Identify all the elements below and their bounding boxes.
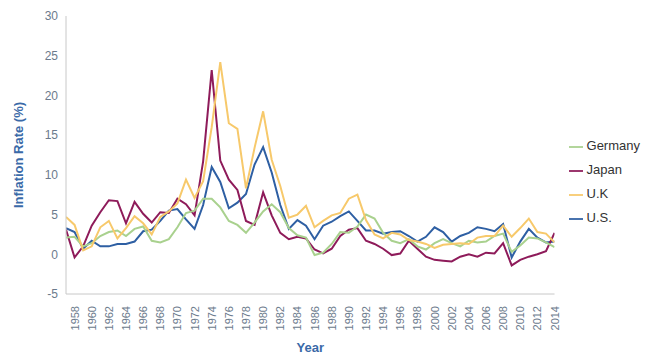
svg-text:1980: 1980	[257, 306, 269, 330]
svg-text:5: 5	[51, 208, 58, 222]
svg-text:1976: 1976	[223, 306, 235, 330]
svg-text:25: 25	[45, 49, 59, 63]
svg-text:1958: 1958	[69, 306, 81, 330]
svg-text:1960: 1960	[86, 306, 98, 330]
svg-text:15: 15	[45, 128, 59, 142]
svg-text:2002: 2002	[446, 306, 458, 330]
svg-text:1968: 1968	[154, 306, 166, 330]
html-text:U.S.: U.S.	[586, 210, 612, 225]
svg-text:-5: -5	[47, 287, 58, 301]
svg-text:1974: 1974	[206, 306, 218, 330]
svg-text:1972: 1972	[189, 306, 201, 330]
svg-text:1996: 1996	[394, 306, 406, 330]
svg-text:0: 0	[51, 248, 58, 262]
svg-text:2000: 2000	[429, 306, 441, 330]
svg-text:1984: 1984	[291, 306, 303, 330]
svg-text:Inflation Rate (%): Inflation Rate (%)	[11, 102, 26, 208]
svg-text:2010: 2010	[514, 306, 526, 330]
html-text:Japan: Japan	[586, 162, 622, 177]
svg-text:1978: 1978	[240, 306, 252, 330]
svg-text:20: 20	[45, 89, 59, 103]
svg-text:2008: 2008	[497, 306, 509, 330]
svg-text:1994: 1994	[377, 306, 389, 330]
svg-text:1970: 1970	[171, 306, 183, 330]
svg-text:1962: 1962	[103, 306, 115, 330]
svg-text:1964: 1964	[120, 306, 132, 330]
svg-text:1966: 1966	[137, 306, 149, 330]
svg-text:1992: 1992	[360, 306, 372, 330]
svg-text:30: 30	[45, 9, 59, 23]
svg-text:Year: Year	[297, 340, 324, 355]
svg-text:1990: 1990	[343, 306, 355, 330]
svg-text:1988: 1988	[326, 306, 338, 330]
svg-text:1986: 1986	[309, 306, 321, 330]
svg-text:2006: 2006	[480, 306, 492, 330]
html-text:Germany: Germany	[586, 138, 640, 153]
svg-text:2012: 2012	[531, 306, 543, 330]
svg-text:1998: 1998	[411, 306, 423, 330]
svg-text:2014: 2014	[549, 306, 561, 330]
svg-text:1982: 1982	[274, 306, 286, 330]
html-text:U.K: U.K	[586, 186, 609, 201]
svg-text:10: 10	[45, 168, 59, 182]
svg-text:2004: 2004	[463, 306, 475, 330]
